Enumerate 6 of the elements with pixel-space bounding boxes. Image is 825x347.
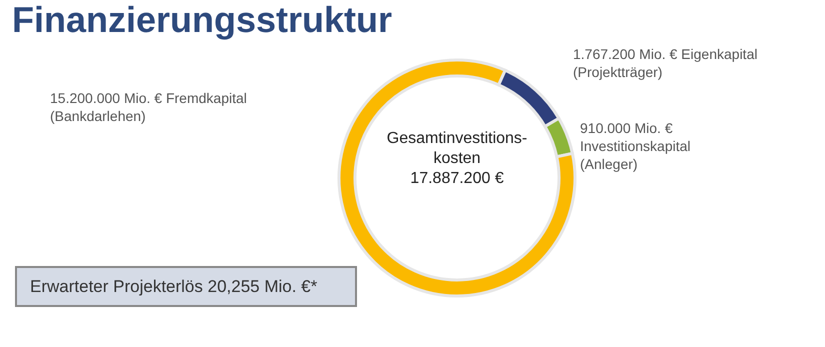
chart-title: Finanzierungsstruktur [12, 0, 392, 40]
slice-label: 15.200.000 Mio. € Fremdkapital (Bankdarlehen) [50, 90, 247, 124]
text: Erwarteter Projekterlös 20,255 Mio. €* [30, 277, 318, 296]
text: Gesamtinvestitions- kosten 17.887.200 € [386, 130, 528, 187]
slice-label: 1.767.200 Mio. € Eigenkapital (Projektträger) [573, 46, 758, 80]
slice-label: 910.000 Mio. € Investitionskapital (Anleger) [580, 120, 691, 172]
